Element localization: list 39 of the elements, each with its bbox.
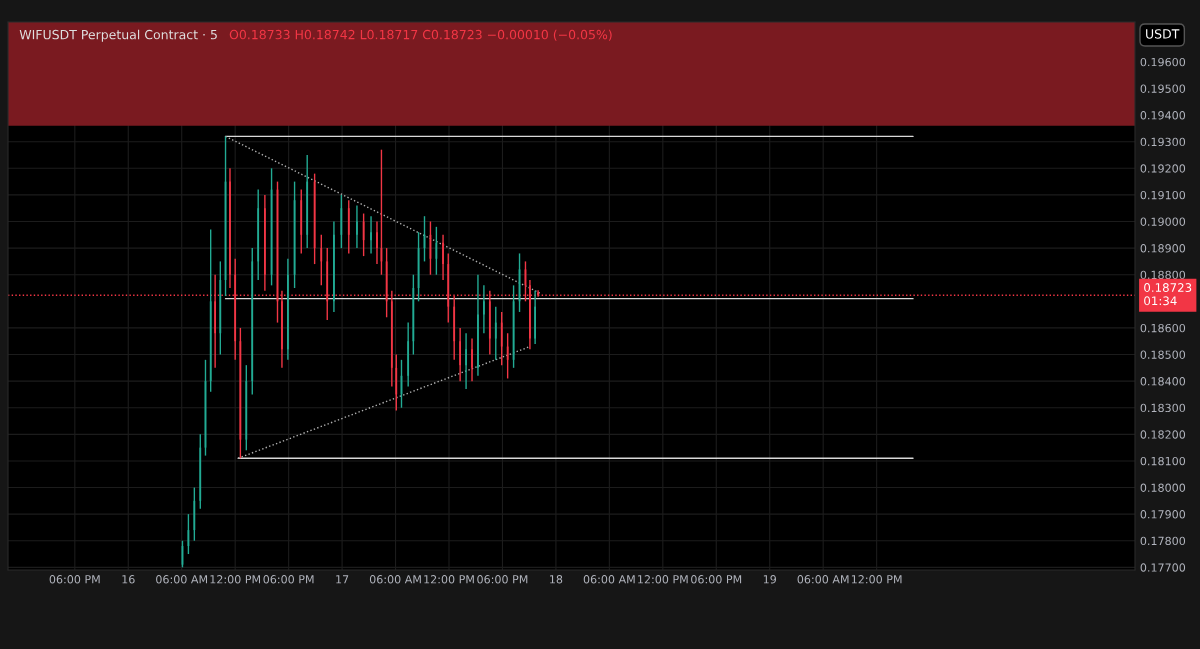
- x-tick-label: 06:00 AM: [797, 575, 849, 584]
- y-tick-label: 0.18900: [1140, 244, 1186, 253]
- x-tick-label: 06:00 PM: [49, 575, 100, 584]
- x-tick-label: 06:00 AM: [156, 575, 208, 584]
- y-tick-label: 0.19300: [1140, 137, 1186, 147]
- x-tick-label: 06:00 PM: [263, 575, 314, 584]
- x-tick-label: 12:00 PM: [424, 575, 474, 584]
- y-tick-label: 0.18100: [1140, 456, 1186, 466]
- y-tick-label: 0.18800: [1140, 270, 1186, 280]
- y-tick-label: 0.17800: [1140, 536, 1186, 546]
- y-tick-label: 0.18200: [1140, 430, 1186, 439]
- y-axis-title: USDT: [1146, 29, 1180, 39]
- y-tick-label: 0.19600: [1140, 57, 1186, 67]
- y-tick-label: 0.19100: [1140, 190, 1186, 200]
- y-tick-label: 0.19200: [1140, 164, 1186, 173]
- y-tick-label: 0.19400: [1140, 111, 1186, 120]
- x-tick-label: 12:00 PM: [638, 575, 688, 584]
- y-tick-label: 0.18300: [1140, 403, 1186, 413]
- x-tick-label: 06:00 PM: [477, 575, 528, 584]
- x-tick-label: 06:00 AM: [369, 575, 421, 584]
- text: O0.18733 H0.18742 L0.18717 C0.18723 −0.00010 (−0.05%): [229, 29, 612, 41]
- y-tick-label: 0.18400: [1140, 377, 1186, 386]
- y-tick-label: 0.19000: [1140, 217, 1186, 226]
- y-tick-label: 0.17700: [1140, 563, 1186, 572]
- x-tick-label: 19: [763, 575, 777, 584]
- x-tick-label: 06:00 PM: [691, 575, 742, 584]
- y-tick-label: 0.19500: [1140, 84, 1186, 93]
- y-tick-label: 0.17900: [1140, 510, 1186, 519]
- x-tick-label: 12:00 PM: [851, 575, 902, 584]
- x-tick-label: 06:00 AM: [583, 575, 635, 584]
- x-tick-label: 17: [336, 575, 349, 584]
- text: WIFUSDT Perpetual Contract · 5: [19, 29, 217, 42]
- x-tick-label: 18: [550, 575, 563, 584]
- x-tick-label: 16: [122, 575, 135, 584]
- ref-line-label: 0.18723 01:34: [1144, 283, 1192, 306]
- x-tick-label: 12:00 PM: [210, 575, 261, 584]
- y-tick-label: 0.18600: [1140, 323, 1186, 333]
- y-tick-label: 0.18500: [1140, 350, 1186, 359]
- y-tick-label: 0.18000: [1140, 483, 1186, 492]
